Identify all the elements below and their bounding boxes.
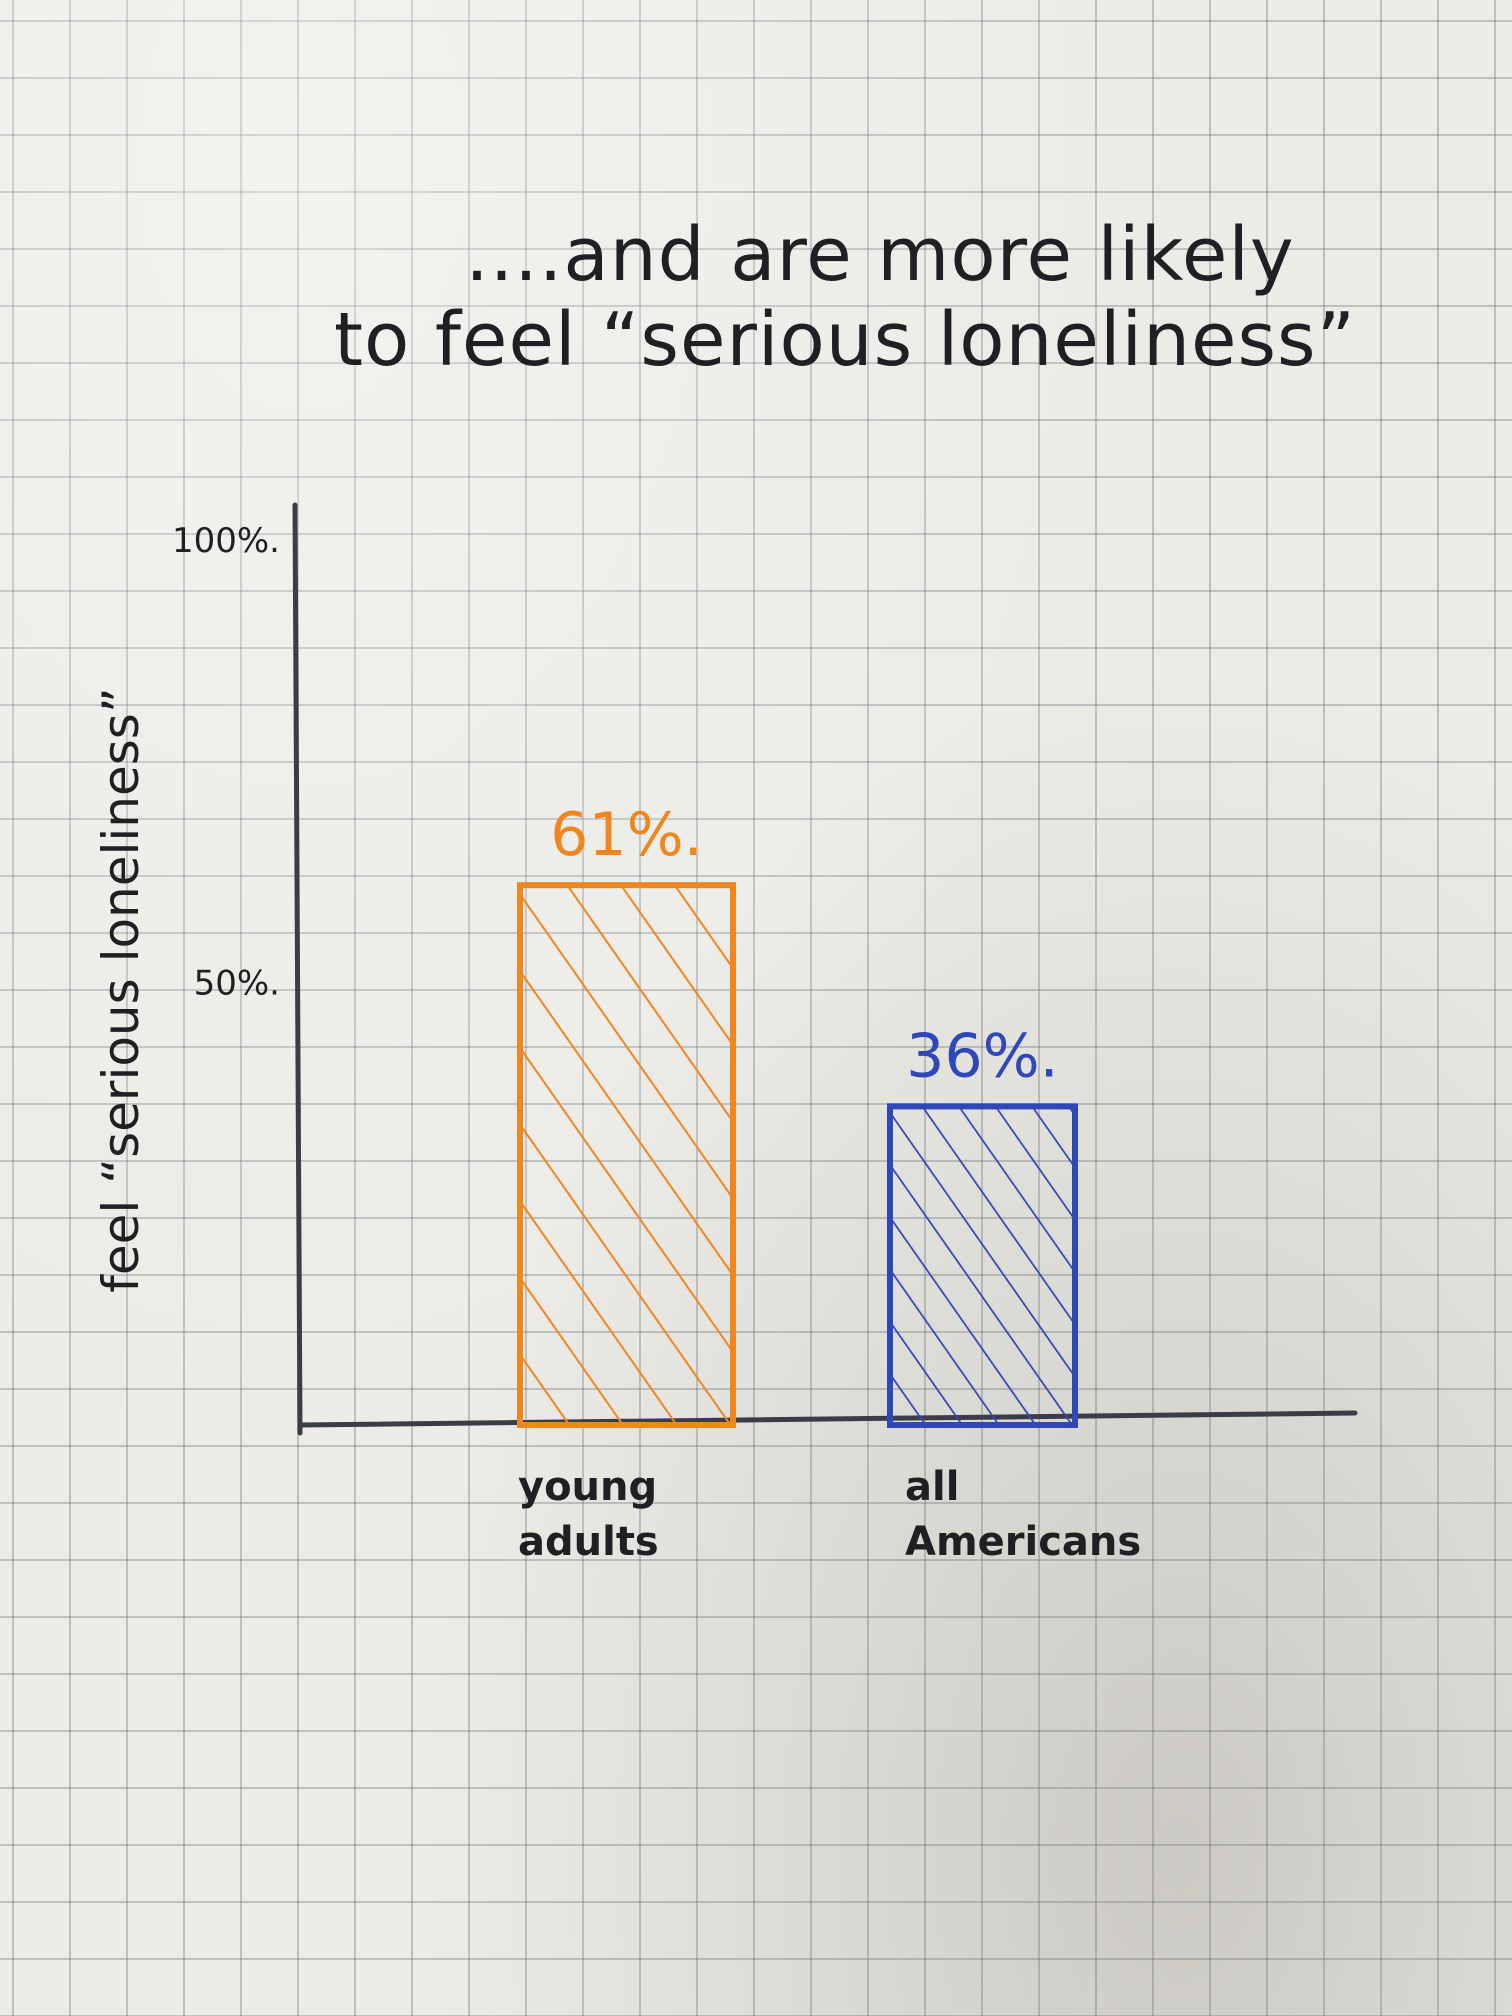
category-label-all-americans-line-1: all — [905, 1464, 959, 1510]
bar-value-label-all-americans: 36%. — [906, 1021, 1058, 1091]
chart-title-line-1: ....and are more likely — [465, 212, 1294, 298]
y-axis-label: feel “serious loneliness” — [92, 687, 150, 1292]
y-tick-label-100: 100%. — [172, 521, 280, 561]
bar-all-americans-hatch — [890, 1106, 1075, 1425]
y-tick-label-50: 50%. — [194, 964, 280, 1004]
category-label-all-americans-line-2: Americans — [905, 1519, 1141, 1565]
bar-value-label-young-adults: 61%. — [550, 800, 702, 870]
bar-all-americans-outline — [887, 1103, 1078, 1429]
bar-young-adults — [517, 882, 736, 1428]
x-axis-line — [297, 1410, 1358, 1428]
category-label-young-adults-line-1: young — [518, 1464, 657, 1510]
bar-all-americans — [887, 1103, 1078, 1429]
bar-young-adults-outline — [517, 882, 736, 1428]
bar-young-adults-hatch — [520, 885, 733, 1425]
category-label-young-adults-line-2: adults — [518, 1519, 659, 1565]
y-axis-line — [292, 502, 303, 1436]
chart-title-line-2: to feel “serious loneliness” — [334, 297, 1356, 383]
